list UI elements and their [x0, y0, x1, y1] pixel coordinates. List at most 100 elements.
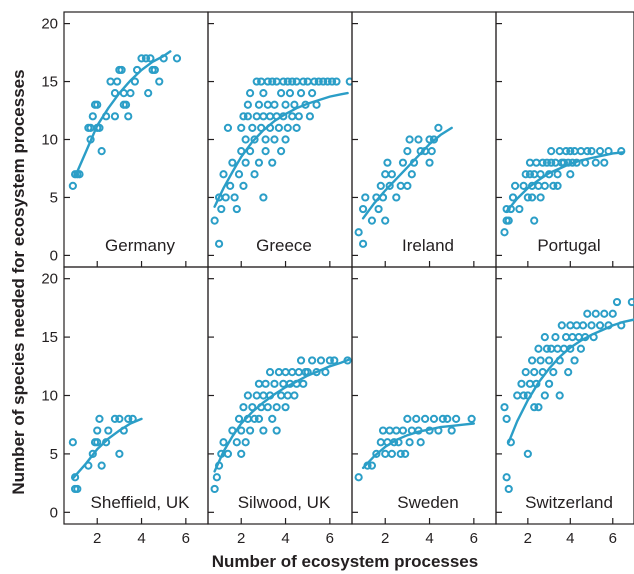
data-point	[547, 344, 556, 353]
data-point	[421, 414, 430, 423]
data-point	[272, 403, 281, 412]
panel-frame	[207, 266, 353, 525]
data-point	[587, 321, 596, 330]
data-point	[401, 449, 410, 459]
data-point	[525, 379, 535, 388]
data-point	[290, 100, 299, 109]
data-point	[254, 158, 264, 167]
fit-line	[73, 50, 172, 178]
panel-frame	[351, 11, 497, 268]
data-point	[327, 77, 337, 86]
data-point	[608, 309, 617, 318]
panel: 0 5 10 15 20 Germany	[41, 11, 209, 268]
data-point	[250, 170, 259, 179]
data-point	[243, 112, 252, 121]
data-point	[536, 193, 545, 202]
data-point	[500, 403, 509, 412]
data-point	[288, 368, 297, 377]
data-point	[414, 135, 423, 144]
data-point	[403, 146, 412, 156]
x-tick-label: 4	[281, 530, 289, 547]
data-point	[97, 146, 106, 156]
data-point	[576, 344, 586, 353]
data-point	[210, 484, 219, 494]
data-point	[214, 239, 224, 248]
data-point	[283, 77, 292, 86]
data-point	[561, 146, 571, 156]
data-point	[523, 193, 532, 202]
y-axis-title: Number of species needed for ecosystem p…	[9, 69, 28, 494]
data-point	[277, 391, 286, 400]
data-point	[93, 426, 102, 435]
data-point	[245, 426, 255, 435]
data-point	[367, 461, 377, 470]
data-point	[68, 438, 77, 447]
data-point	[243, 391, 252, 400]
data-point	[532, 158, 541, 167]
panel-label: Germany	[105, 236, 175, 255]
data-point	[527, 193, 537, 202]
data-point	[268, 414, 277, 423]
x-axis-title: Number of ecosystem processes	[212, 552, 478, 571]
data-point	[270, 135, 279, 144]
data-point	[144, 89, 153, 98]
data-point	[438, 414, 447, 423]
data-point	[521, 170, 530, 179]
data-point	[387, 449, 396, 459]
data-point	[239, 112, 248, 121]
panel: 2 4 6 Silwood, UK	[207, 266, 353, 547]
data-point	[106, 77, 115, 86]
data-point	[305, 112, 315, 121]
data-point	[219, 170, 228, 179]
panel: 2 4 6 0 5 10 15 20 Sheffield, UK	[41, 266, 209, 547]
data-point	[93, 100, 102, 109]
data-point	[566, 146, 575, 156]
data-point	[527, 356, 537, 365]
data-point	[259, 89, 268, 98]
data-point	[104, 426, 113, 435]
panel: Greece	[207, 11, 353, 268]
data-point	[296, 356, 306, 365]
data-point	[504, 484, 513, 494]
data-point	[221, 193, 230, 202]
data-point	[272, 77, 281, 86]
data-point	[416, 438, 425, 447]
data-point	[540, 332, 549, 342]
data-point	[110, 112, 120, 121]
data-point	[572, 321, 581, 330]
data-point	[553, 170, 562, 179]
panel-data	[500, 146, 626, 237]
data-point	[110, 414, 120, 423]
data-point	[288, 77, 297, 86]
data-point	[270, 379, 279, 388]
data-point	[248, 123, 257, 133]
data-point	[566, 170, 575, 179]
data-point	[292, 123, 301, 133]
data-point	[279, 77, 288, 86]
data-point	[566, 321, 575, 330]
data-point	[274, 368, 283, 377]
data-point	[591, 309, 600, 318]
data-point	[232, 204, 241, 214]
data-point	[234, 414, 244, 423]
data-point	[354, 228, 363, 237]
fit-line	[71, 417, 143, 480]
data-point	[429, 135, 439, 144]
data-point	[385, 426, 394, 435]
data-point	[358, 204, 368, 214]
data-point	[212, 473, 221, 482]
data-point	[534, 344, 543, 353]
data-point	[627, 297, 634, 307]
panel-label: Sweden	[397, 493, 458, 512]
data-point	[547, 146, 556, 156]
fit-line	[213, 358, 351, 473]
data-point	[254, 100, 264, 109]
panel-data	[500, 297, 634, 494]
x-tick-label: 6	[609, 530, 617, 547]
data-point	[226, 181, 235, 190]
data-point	[257, 77, 266, 86]
y-tick-label: 5	[50, 189, 58, 206]
data-point	[121, 100, 131, 109]
data-point	[252, 391, 261, 400]
